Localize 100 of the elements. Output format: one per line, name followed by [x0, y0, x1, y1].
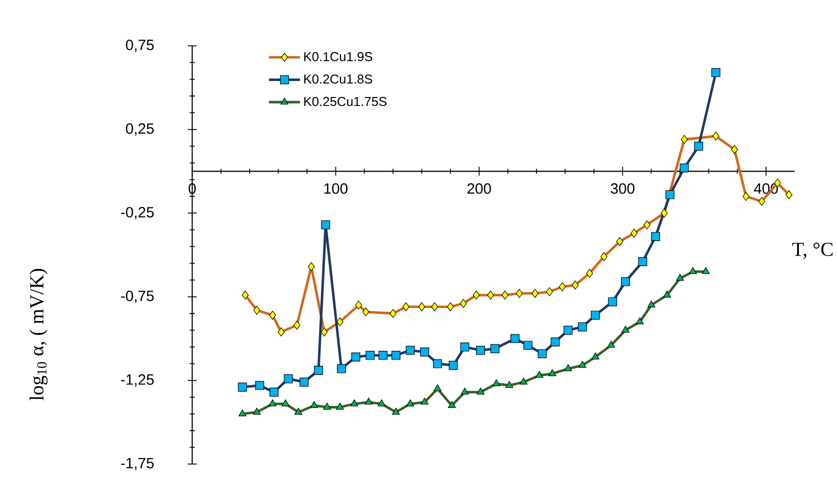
point [630, 228, 638, 238]
point [391, 350, 400, 360]
point [300, 378, 309, 387]
point [731, 145, 738, 154]
point [278, 327, 285, 336]
point [420, 348, 430, 356]
point [616, 237, 624, 246]
point [402, 302, 410, 312]
point [238, 382, 247, 392]
point [586, 268, 594, 278]
point [578, 322, 587, 332]
point [786, 190, 792, 200]
point [622, 326, 630, 333]
point [694, 142, 704, 151]
point [351, 352, 360, 362]
legend-label: K0.25Cu1.75S [304, 96, 387, 106]
point [282, 399, 290, 406]
point [564, 364, 572, 372]
point [665, 190, 674, 200]
legend-label: K0.1Cu1.9S [304, 52, 372, 62]
y-tick-label: -1,25 [121, 374, 154, 387]
point [433, 359, 442, 368]
y-tick-label: -0,75 [121, 290, 154, 303]
point [535, 370, 544, 378]
point [620, 277, 630, 286]
x-tick-label: 200 [467, 183, 491, 194]
point [591, 352, 600, 360]
point [516, 288, 523, 298]
point [490, 344, 500, 354]
point [680, 135, 688, 144]
point [663, 290, 671, 298]
point [505, 380, 514, 388]
point [362, 307, 370, 316]
point [308, 262, 315, 272]
point [647, 300, 656, 308]
point [336, 364, 346, 374]
point [242, 290, 249, 300]
point [314, 366, 323, 375]
point [600, 252, 608, 262]
point [476, 346, 486, 355]
point [520, 378, 528, 384]
y-axis-title: log$_{10}$ α, ( mV/K) [30, 268, 48, 400]
point [564, 326, 573, 335]
x-axis-title: T, °C [792, 242, 833, 259]
point [590, 310, 600, 320]
point [252, 408, 261, 415]
point [294, 320, 300, 330]
y-tick-label: 0,75 [126, 40, 154, 52]
point [742, 192, 750, 201]
point [418, 302, 426, 312]
point [702, 267, 710, 274]
point [472, 290, 480, 300]
point [406, 346, 415, 355]
point [284, 374, 293, 384]
point [711, 68, 720, 78]
point [350, 399, 358, 406]
point [336, 402, 344, 410]
point [294, 408, 302, 415]
point [392, 408, 400, 415]
y-tick-label: 0,25 [126, 123, 154, 136]
x-tick-label: 300 [610, 183, 634, 194]
point [253, 306, 260, 315]
point [434, 384, 442, 392]
point [321, 220, 330, 230]
point [523, 340, 532, 350]
point [680, 163, 689, 172]
point [548, 369, 556, 376]
x-tick-label: 100 [324, 183, 348, 194]
point [420, 398, 429, 405]
point [638, 257, 648, 266]
point [448, 401, 456, 408]
point [460, 342, 470, 352]
point [364, 398, 373, 405]
point [558, 282, 566, 292]
point [688, 267, 697, 274]
y-tick-label: -1,75 [121, 458, 154, 470]
point [269, 310, 276, 320]
point [336, 317, 344, 326]
point [320, 327, 328, 336]
point [406, 399, 414, 406]
point [492, 379, 500, 386]
point [447, 302, 454, 312]
point [510, 334, 520, 344]
point [355, 300, 362, 310]
point [660, 208, 668, 218]
legend-label: K0.2Cu1.8S [304, 74, 372, 84]
point [460, 388, 469, 395]
point [378, 350, 388, 360]
point [476, 388, 484, 395]
point [644, 220, 650, 230]
point [546, 287, 553, 296]
point [460, 298, 467, 308]
point [310, 401, 318, 408]
point [378, 399, 386, 406]
point [578, 360, 586, 368]
point [390, 309, 396, 318]
point [431, 302, 438, 312]
point [323, 402, 331, 410]
point [502, 290, 508, 300]
point [487, 290, 494, 300]
